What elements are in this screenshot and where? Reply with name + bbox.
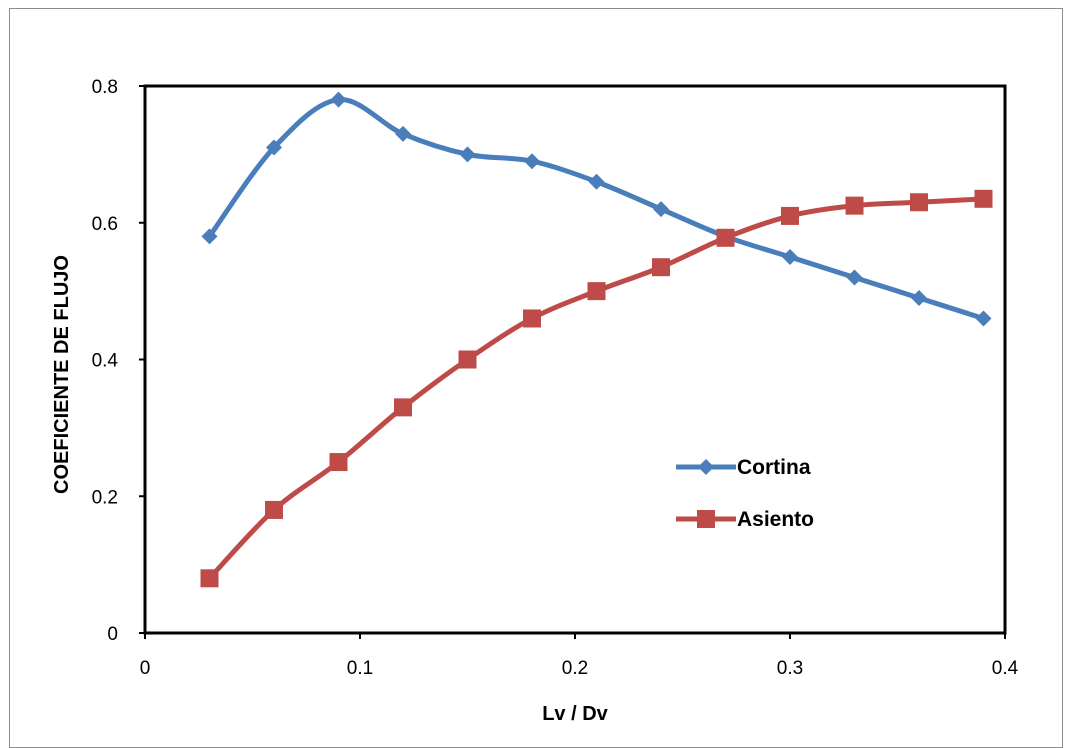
legend-item-cortina: Cortina — [676, 456, 811, 479]
x-tick-label: 0.3 — [777, 658, 803, 679]
y-tick-label: 0 — [107, 624, 118, 645]
data-point-cortina — [653, 201, 669, 218]
data-point-cortina — [524, 153, 540, 170]
legend-label-asiento: Asiento — [737, 508, 814, 531]
data-point-cortina — [395, 125, 411, 142]
data-point-asiento — [329, 453, 348, 472]
series-asiento — [200, 189, 993, 588]
data-point-cortina — [330, 91, 347, 108]
x-tick-label: 0 — [140, 658, 151, 679]
legend-marker-asiento — [697, 510, 715, 528]
data-point-cortina — [975, 310, 992, 327]
data-point-cortina — [782, 248, 798, 265]
series-cortina — [201, 91, 992, 327]
data-point-asiento — [458, 350, 477, 369]
line-chart: 0 0.2 0.4 0.6 0.8 0 0.1 0.2 0.3 0.4 Lv / Dv COEF… — [51, 77, 1019, 725]
data-point-cortina — [201, 228, 218, 245]
data-point-asiento — [523, 309, 541, 328]
data-point-asiento — [587, 282, 606, 301]
data-point-asiento — [265, 500, 283, 519]
legend-marker-cortina — [698, 459, 714, 475]
data-point-cortina — [846, 269, 863, 286]
x-tick-label: 0.2 — [562, 658, 588, 679]
data-point-asiento — [974, 189, 993, 208]
x-tick-label: 0.4 — [992, 658, 1019, 679]
y-axis-ticks: 0 0.2 0.4 0.6 0.8 — [92, 77, 145, 645]
data-point-asiento — [394, 398, 412, 417]
data-point-asiento — [781, 206, 799, 225]
y-tick-label: 0.2 — [92, 487, 118, 508]
data-point-asiento — [910, 193, 928, 212]
data-point-cortina — [911, 289, 927, 306]
data-point-asiento — [652, 258, 670, 277]
plot-area — [143, 84, 1007, 635]
series-layer — [200, 91, 993, 588]
y-axis-title: COEFICIENTE DE FLUJO — [51, 255, 73, 494]
legend: Cortina Asiento — [676, 456, 814, 531]
series-line-asiento — [207, 196, 984, 581]
x-tick-label: 0.1 — [347, 658, 373, 679]
legend-label-cortina: Cortina — [737, 456, 811, 479]
x-axis-title: Lv / Dv — [542, 703, 608, 725]
data-point-cortina — [588, 173, 605, 190]
data-point-asiento — [200, 569, 219, 588]
y-tick-label: 0.6 — [92, 214, 118, 235]
y-tick-label: 0.4 — [92, 351, 119, 372]
y-tick-label: 0.8 — [92, 77, 118, 98]
data-point-cortina — [459, 146, 476, 163]
x-axis-ticks: 0 0.1 0.2 0.3 0.4 — [140, 633, 1019, 679]
data-point-asiento — [716, 228, 735, 247]
data-point-asiento — [845, 196, 864, 215]
data-point-cortina — [266, 139, 282, 156]
legend-item-asiento: Asiento — [676, 508, 814, 531]
